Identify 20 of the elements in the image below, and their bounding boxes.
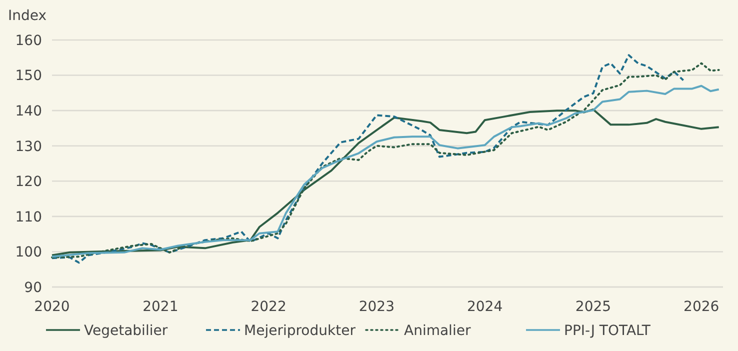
y-tick-label: 160 [15, 32, 42, 49]
x-tick-label: 2025 [575, 299, 612, 315]
x-tick-label: 2023 [358, 299, 395, 315]
x-tick-label: 2020 [34, 299, 70, 315]
y-tick-label: 130 [15, 138, 42, 155]
x-tick-label: 2024 [466, 299, 503, 315]
x-tick-label: 2022 [250, 299, 286, 315]
y-tick-label: 120 [15, 174, 42, 190]
y-tick-label: 110 [15, 209, 42, 226]
legend-label: Animalier [404, 323, 471, 339]
y-tick-label: 140 [15, 103, 42, 120]
y-tick-label: 90 [24, 280, 42, 296]
y-axis-title: Index [8, 8, 47, 24]
x-tick-label: 2021 [142, 299, 178, 315]
legend-label: Mejeriprodukter [244, 323, 356, 339]
y-tick-label: 150 [15, 68, 42, 84]
legend-label: Vegetabilier [84, 323, 168, 339]
y-tick-label: 100 [15, 244, 42, 261]
x-tick-label: 2026 [684, 299, 720, 315]
legend-label: PPI-J TOTALT [564, 323, 651, 339]
